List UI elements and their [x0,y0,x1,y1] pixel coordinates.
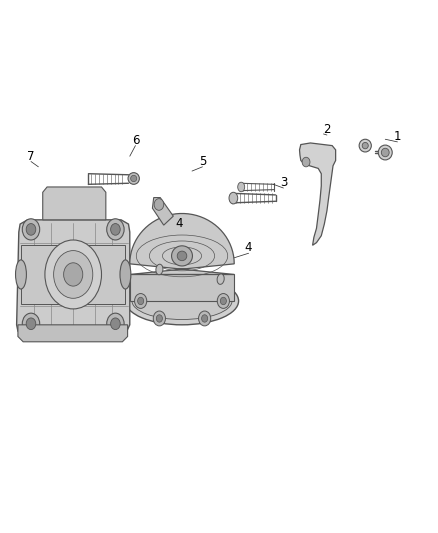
Ellipse shape [238,182,245,192]
Text: 6: 6 [132,134,139,147]
Circle shape [217,294,230,309]
Circle shape [111,318,120,329]
Ellipse shape [131,175,137,182]
Ellipse shape [172,246,192,266]
Circle shape [111,223,120,235]
Circle shape [53,251,93,298]
Ellipse shape [132,282,232,319]
Ellipse shape [156,264,163,274]
Circle shape [302,157,310,167]
Ellipse shape [15,260,26,289]
Text: 4: 4 [245,241,252,254]
Ellipse shape [381,148,389,157]
Ellipse shape [217,274,224,285]
Circle shape [107,219,124,240]
Circle shape [154,199,164,211]
Ellipse shape [362,142,368,149]
Circle shape [134,294,147,309]
Ellipse shape [229,192,238,204]
Text: 7: 7 [27,150,35,163]
Polygon shape [43,187,106,220]
Circle shape [22,313,40,334]
Polygon shape [300,143,336,245]
Polygon shape [17,220,130,334]
Ellipse shape [359,139,371,152]
Text: 3: 3 [280,176,287,189]
Text: 5: 5 [199,155,206,168]
Polygon shape [152,198,173,225]
Text: 2: 2 [323,123,331,136]
Ellipse shape [128,173,139,184]
Circle shape [22,219,40,240]
Text: 1: 1 [394,130,401,143]
Ellipse shape [125,277,239,325]
Circle shape [138,297,144,305]
Ellipse shape [177,251,187,261]
Text: 4: 4 [175,216,183,230]
Polygon shape [18,325,127,342]
Ellipse shape [378,145,392,160]
Circle shape [107,313,124,334]
Circle shape [26,318,36,329]
Circle shape [26,223,36,235]
Polygon shape [130,274,234,301]
Ellipse shape [120,260,131,289]
Circle shape [64,263,83,286]
Polygon shape [130,214,234,274]
Circle shape [156,315,162,322]
Polygon shape [21,245,125,304]
Circle shape [153,311,166,326]
Circle shape [201,315,208,322]
Circle shape [198,311,211,326]
Circle shape [220,297,226,305]
Circle shape [45,240,102,309]
